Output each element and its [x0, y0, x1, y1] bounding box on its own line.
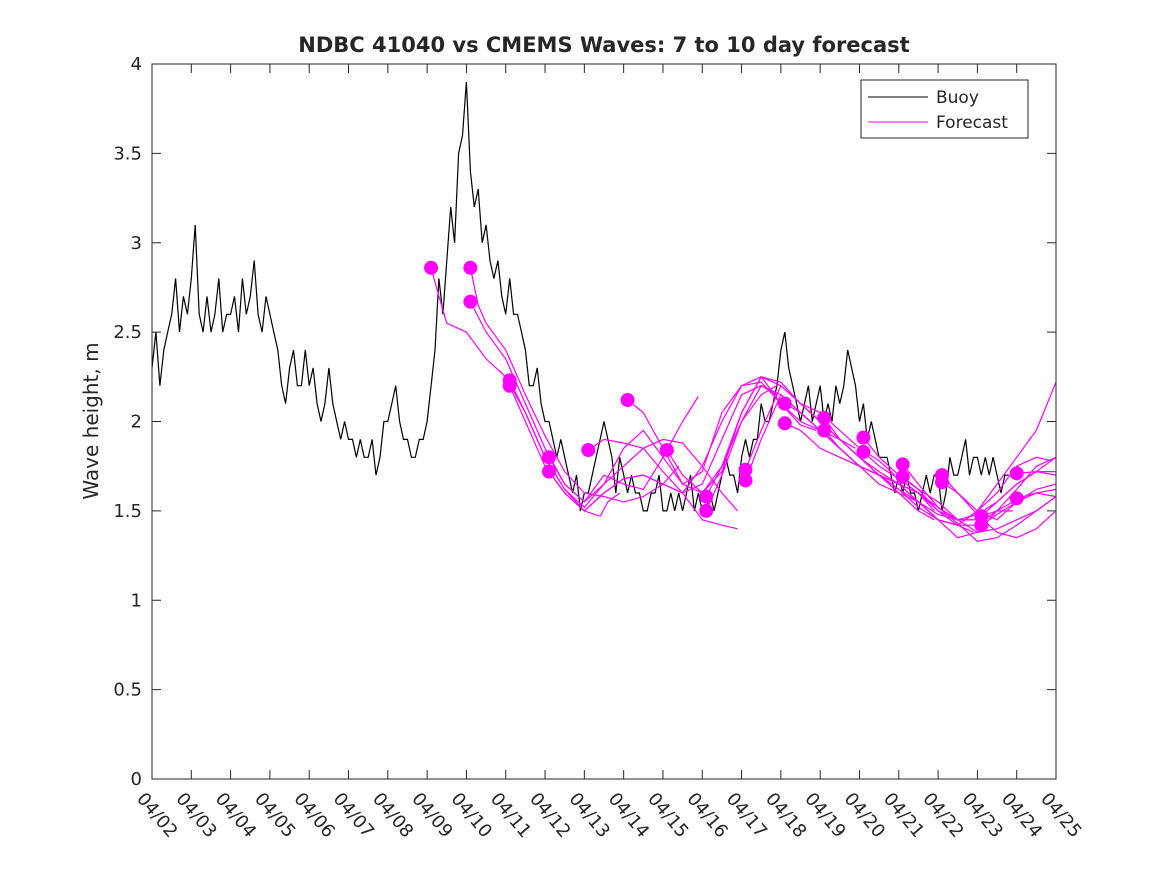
- x-tick-label: 04/19: [800, 789, 849, 842]
- legend-forecast-label: Forecast: [936, 113, 1008, 133]
- x-tick-label: 04/24: [997, 789, 1046, 842]
- legend-buoy-label: Buoy: [936, 88, 979, 108]
- y-tick-label: 0.5: [113, 680, 142, 701]
- y-tick-label: 3: [131, 233, 142, 254]
- forecast-line: [862, 381, 1057, 526]
- y-tick-label: 2.5: [113, 322, 142, 343]
- forecast-start-marker: [817, 423, 832, 438]
- x-tick-label: 04/14: [604, 789, 653, 842]
- x-tick-label: 04/16: [682, 789, 731, 842]
- x-tick-label: 04/06: [289, 789, 338, 842]
- forecast-start-marker: [738, 462, 753, 477]
- forecast-line: [469, 267, 680, 503]
- plot-frame: [151, 63, 1057, 780]
- buoy-series: [151, 81, 1009, 512]
- forecast-start-marker: [502, 378, 517, 393]
- forecast-start-marker: [463, 260, 478, 275]
- x-tick-label: 04/17: [722, 789, 771, 842]
- x-tick-label: 04/23: [958, 789, 1007, 842]
- forecast-start-marker: [1009, 491, 1024, 506]
- x-tick-label: 04/12: [525, 789, 574, 842]
- y-axis-label: Wave height, m: [79, 342, 103, 499]
- forecast-start-marker: [974, 518, 989, 533]
- forecast-start-marker: [895, 469, 910, 484]
- y-tick-label: 3.5: [113, 143, 142, 164]
- forecast-series-group: [424, 260, 1057, 542]
- forecast-start-marker: [777, 396, 792, 411]
- forecast-line: [548, 385, 778, 512]
- forecast-start-marker: [699, 503, 714, 518]
- x-tick-label: 04/15: [643, 789, 692, 842]
- x-tick-label: 04/02: [132, 789, 181, 842]
- x-tick-label: 04/18: [761, 789, 810, 842]
- legend-box: [860, 79, 1029, 139]
- x-tick-label: 04/09: [407, 789, 456, 842]
- legend: Buoy Forecast: [860, 79, 1029, 139]
- x-tick-label: 04/11: [486, 789, 535, 842]
- forecast-start-marker: [541, 464, 556, 479]
- forecast-start-marker: [424, 260, 439, 275]
- y-tick-label: 1.5: [113, 501, 142, 522]
- forecast-start-marker: [463, 294, 478, 309]
- forecast-start-marker: [620, 393, 635, 408]
- forecast-start-marker: [856, 444, 871, 459]
- forecast-line: [902, 464, 1057, 542]
- x-tick-label: 04/04: [211, 789, 260, 842]
- forecast-start-marker: [581, 443, 596, 458]
- y-tick-label: 0: [131, 769, 142, 790]
- forecast-start-marker: [777, 416, 792, 431]
- chart-title: NDBC 41040 vs CMEMS Waves: 7 to 10 day f…: [298, 33, 909, 57]
- x-tick-label: 04/03: [171, 789, 220, 842]
- y-tick-label: 4: [131, 54, 142, 75]
- x-tick-label: 04/21: [879, 789, 928, 842]
- x-tick-label: 04/07: [329, 789, 378, 842]
- forecast-start-marker: [1009, 466, 1024, 481]
- forecast-start-marker: [856, 430, 871, 445]
- x-tick-label: 04/10: [447, 789, 496, 842]
- y-tick-label: 1: [131, 590, 142, 611]
- x-tick-label: 04/13: [565, 789, 614, 842]
- forecast-start-marker: [895, 457, 910, 472]
- x-tick-label: 04/25: [1036, 789, 1085, 842]
- buoy-line: [151, 81, 1009, 512]
- forecast-start-marker: [659, 443, 674, 458]
- forecast-start-marker: [541, 450, 556, 465]
- y-tick-label: 2: [131, 412, 142, 433]
- forecast-start-marker: [738, 473, 753, 488]
- forecast-start-marker: [699, 489, 714, 504]
- forecast-line: [981, 456, 1057, 517]
- x-tick-label: 04/20: [840, 789, 889, 842]
- forecast-start-marker: [817, 410, 832, 425]
- forecast-line: [902, 476, 1057, 533]
- forecast-start-marker: [935, 475, 950, 490]
- x-tick-label: 04/22: [918, 789, 967, 842]
- x-tick-label: 04/08: [368, 789, 417, 842]
- x-tick-label: 04/05: [250, 789, 299, 842]
